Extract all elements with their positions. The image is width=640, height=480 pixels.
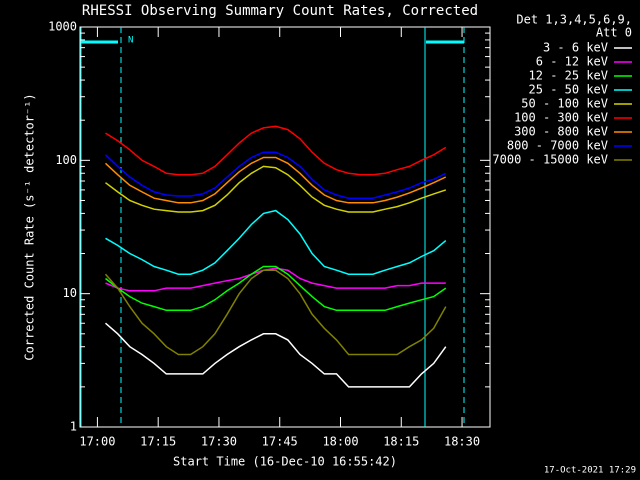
legend-title: Att 0 bbox=[596, 26, 632, 40]
legend-label: 50 - 100 keV bbox=[521, 97, 608, 111]
footer: 17-Oct-2021 17:29 bbox=[544, 466, 636, 476]
series-line bbox=[105, 165, 447, 213]
legend-label: 6 - 12 keV bbox=[536, 55, 608, 69]
annotation: N bbox=[128, 36, 133, 46]
series-line bbox=[105, 322, 447, 388]
legend-label: 12 - 25 keV bbox=[529, 69, 608, 83]
attenuator-markers bbox=[80, 27, 465, 427]
y-tick-label: 1 bbox=[70, 420, 77, 434]
y-tick-label: 1000 bbox=[48, 20, 77, 34]
chart-title: RHESSI Observing Summary Count Rates, Co… bbox=[82, 3, 478, 19]
x-tick-label: 17:30 bbox=[201, 435, 237, 449]
x-tick-label: 18:00 bbox=[322, 435, 358, 449]
series-line bbox=[104, 151, 447, 199]
legend-label: 25 - 50 keV bbox=[529, 83, 608, 97]
x-tick-label: 18:15 bbox=[383, 435, 419, 449]
legend-label: 300 - 800 keV bbox=[514, 125, 608, 139]
series-line bbox=[105, 209, 447, 275]
x-tick-label: 17:45 bbox=[262, 435, 298, 449]
legend-title: Det 1,3,4,5,6,9, bbox=[516, 13, 632, 27]
series-line bbox=[105, 125, 447, 176]
y-tick-label: 100 bbox=[55, 153, 77, 167]
legend-label: 3 - 6 keV bbox=[543, 41, 608, 55]
series-line bbox=[104, 269, 447, 356]
y-tick-label: 10 bbox=[63, 286, 77, 300]
series-line bbox=[105, 265, 447, 312]
series-line bbox=[105, 267, 446, 292]
series-line bbox=[104, 156, 447, 204]
x-axis-label: Start Time (16-Dec-10 16:55:42) bbox=[173, 455, 397, 469]
legend-label: 100 - 300 keV bbox=[514, 111, 608, 125]
plot-frame bbox=[79, 26, 491, 428]
legend-label: 800 - 7000 keV bbox=[507, 139, 608, 153]
x-tick-label: 18:30 bbox=[444, 435, 480, 449]
y-axis-label: Corrected Count Rate (s⁻¹ detector⁻¹) bbox=[23, 93, 37, 360]
legend-label: 7000 - 15000 keV bbox=[492, 153, 608, 167]
x-tick-label: 17:15 bbox=[140, 435, 176, 449]
x-tick-label: 17:00 bbox=[79, 435, 115, 449]
